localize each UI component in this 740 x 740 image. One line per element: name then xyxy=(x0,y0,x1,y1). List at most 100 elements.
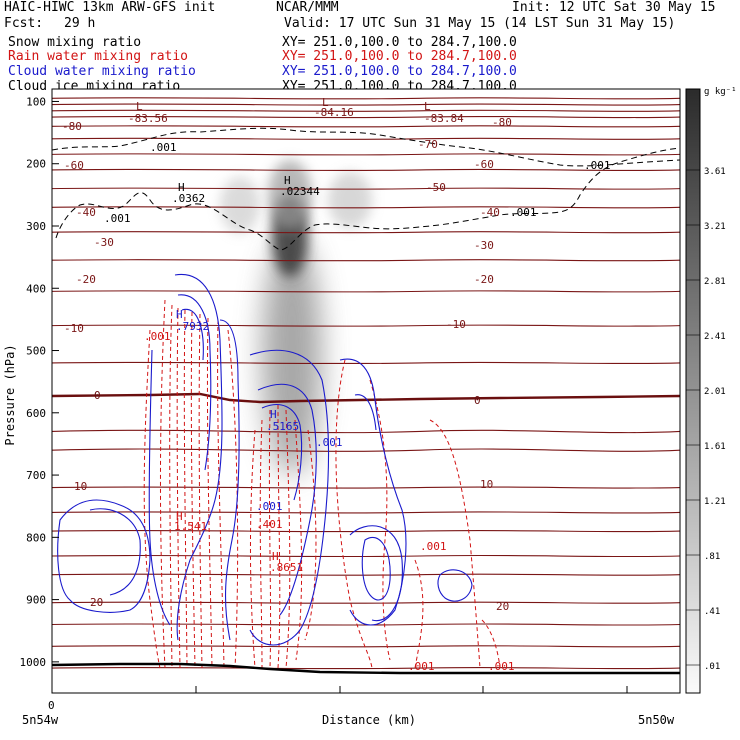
rain-contour xyxy=(259,419,263,669)
snow-shading xyxy=(220,160,372,475)
extremum-marker: H xyxy=(284,174,291,187)
colorbar-tick-label: 2.41 xyxy=(704,332,726,342)
cloud-water-contour xyxy=(148,349,171,626)
extremum-marker: L xyxy=(424,100,431,113)
freezing-level-line xyxy=(51,392,681,404)
temp-label: -80 xyxy=(62,120,82,133)
temp-label: 10 xyxy=(480,478,493,491)
cloud-water-contour xyxy=(339,358,407,626)
cloud-water-contours xyxy=(57,273,473,646)
isotherm-line xyxy=(51,511,681,514)
temp-label: 20 xyxy=(90,596,103,609)
rain-contour xyxy=(198,313,203,669)
isotherm-line xyxy=(51,259,681,262)
cloud-water-contour xyxy=(219,319,240,641)
extremum-value: .0362 xyxy=(172,192,205,205)
isotherm-line xyxy=(51,187,681,190)
cloud-water-contour xyxy=(354,394,377,431)
isotherm-line xyxy=(51,645,681,648)
cloud-water-contour xyxy=(177,294,212,471)
isotherm-line xyxy=(51,168,681,172)
temp-label: -30 xyxy=(94,236,114,249)
y-tick-label: 700 xyxy=(26,469,46,482)
isotherm-line xyxy=(51,137,681,140)
temp-label: -60 xyxy=(474,158,494,171)
field-cloudwater-xy: XY= 251.0,100.0 to 284.7,100.0 xyxy=(282,64,517,79)
isotherm-line xyxy=(51,448,681,452)
snow-right-lobe xyxy=(328,172,372,228)
isotherm-line xyxy=(51,97,681,100)
colorbar-ramp xyxy=(685,88,701,694)
colorbar-tick-label: 2.01 xyxy=(704,387,726,397)
x-axis: 0 5n54w 5n50w Distance (km) xyxy=(22,686,675,727)
cloud-ice-contour-lower xyxy=(55,147,681,251)
valid-time: Valid: 17 UTC Sun 31 May 15 (14 LST Sun … xyxy=(284,16,676,31)
temp-label: -70 xyxy=(418,138,438,151)
y-tick-label: 600 xyxy=(26,407,46,420)
contour-value: .001 xyxy=(150,141,177,154)
contour-value: .001 xyxy=(256,500,283,513)
extremum-value: .02344 xyxy=(280,185,320,198)
isotherm-line xyxy=(51,125,681,128)
isotherm-line xyxy=(51,361,681,365)
temp-label: -10 xyxy=(64,322,84,335)
rain-contour xyxy=(369,379,391,661)
rain-contour xyxy=(169,304,173,669)
cloud-ice-contour-upper xyxy=(51,127,681,167)
x-left-location: 5n54w xyxy=(22,713,59,727)
plot-header: HAIC-HIWC 13km ARW-GFS init NCAR/MMM Ini… xyxy=(0,0,740,95)
snow-plume-lower xyxy=(262,235,322,475)
y-tick-label: 100 xyxy=(26,95,46,108)
contour-labels: -80 -80 -70 -60 -60 -50 -40 -40 -30 -30 … xyxy=(62,96,611,673)
colorbar-tick-label: .01 xyxy=(704,662,720,672)
isotherm-line xyxy=(51,290,681,293)
y-tick-label: 800 xyxy=(26,531,46,544)
extremum-value: 1.541 xyxy=(174,520,207,533)
temp-label: 20 xyxy=(496,600,509,613)
temp-label: -20 xyxy=(76,273,96,286)
extremum-value: -84.16 xyxy=(314,106,354,119)
cloud-water-contour xyxy=(257,383,317,616)
cloud-water-contour xyxy=(57,499,151,613)
temp-label: 0 xyxy=(474,394,481,407)
extremum-marker: H xyxy=(176,308,183,321)
temp-label: -10 xyxy=(446,318,466,331)
isotherm-line xyxy=(51,529,681,533)
isotherm-line xyxy=(51,206,681,209)
temp-label: -30 xyxy=(474,239,494,252)
x-tick-label: 0 xyxy=(48,699,55,712)
extremum-marker: H xyxy=(178,181,185,194)
y-axis: 100 200 300 400 500 600 700 800 900 1000 xyxy=(20,95,59,669)
colorbar-tick-label: 2.81 xyxy=(704,277,726,287)
contour-value: .401 xyxy=(256,518,283,531)
rain-contour xyxy=(206,317,213,669)
field-snow-name: Snow mixing ratio xyxy=(8,35,142,50)
y-tick-label: 500 xyxy=(26,345,46,358)
temp-label: 10 xyxy=(74,480,87,493)
rain-contour xyxy=(294,419,303,661)
colorbar-tick-label: 3.61 xyxy=(704,167,726,177)
extremum-value: -83.56 xyxy=(128,112,168,125)
center-label: NCAR/MMM xyxy=(276,0,339,15)
isotherm-line xyxy=(51,666,681,670)
field-rain-name: Rain water mixing ratio xyxy=(8,49,189,64)
y-tick-label: 900 xyxy=(26,594,46,607)
isotherm-line xyxy=(51,324,681,327)
contour-value: .001 xyxy=(408,660,435,673)
rain-contour xyxy=(183,309,188,669)
contour-value: .001 xyxy=(488,660,515,673)
rain-contour xyxy=(143,329,161,669)
field-cloudwater-name: Cloud water mixing ratio xyxy=(8,64,196,79)
colorbar-tick-label: .41 xyxy=(704,607,720,617)
y-tick-label: 1000 xyxy=(20,656,47,669)
temp-label: -40 xyxy=(480,206,500,219)
rain-contour xyxy=(217,319,225,669)
isotherm-line xyxy=(51,554,681,558)
contour-value: .001 xyxy=(420,540,447,553)
temp-label: -40 xyxy=(76,206,96,219)
forecast-hour: 29 h xyxy=(64,16,96,31)
rain-contour xyxy=(268,409,272,669)
cloud-water-contour xyxy=(181,308,204,361)
extremum-marker: H xyxy=(270,408,277,421)
isotherm-line xyxy=(51,109,681,112)
